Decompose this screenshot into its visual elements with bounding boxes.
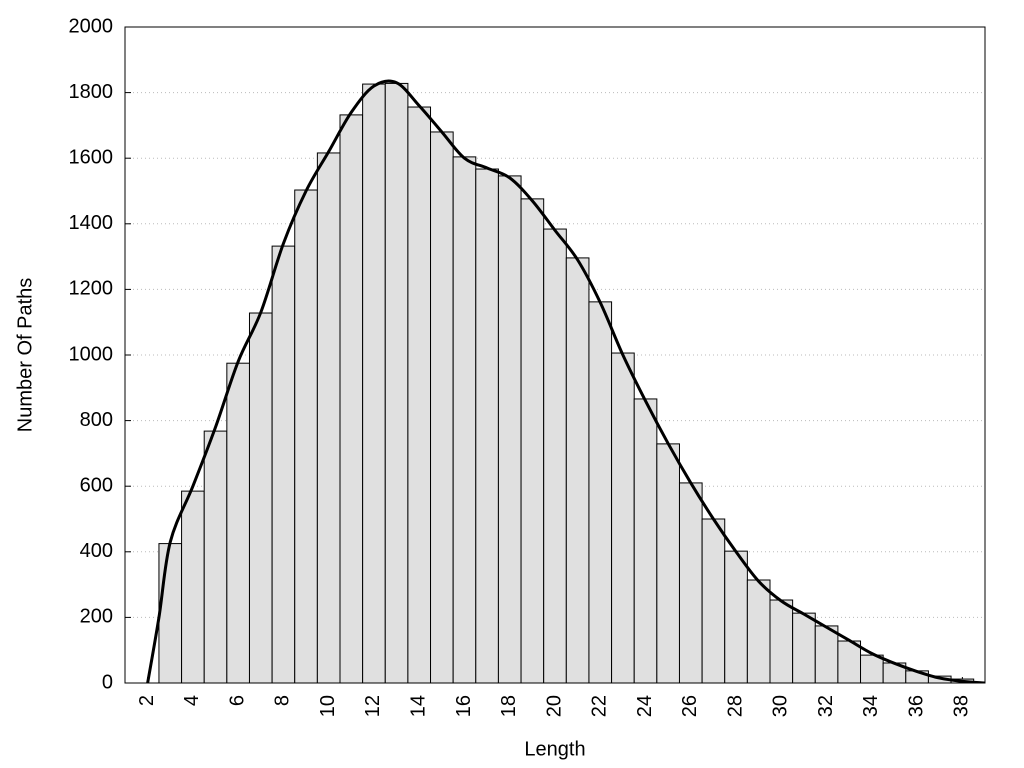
x-tick-label: 32 [815, 695, 837, 717]
bar [248, 312, 273, 684]
x-tick-label: 22 [589, 695, 611, 717]
bar [316, 152, 341, 684]
bar [384, 82, 409, 684]
bar [339, 114, 364, 684]
bar [475, 168, 499, 684]
x-tick-label: 20 [543, 695, 565, 717]
bar [792, 612, 816, 684]
x-tick-label: 36 [905, 695, 927, 717]
x-tick-label: 4 [181, 695, 203, 706]
y-tick-label: 1000 [69, 343, 114, 365]
y-axis-label: Number Of Paths [14, 278, 36, 433]
bar [565, 257, 590, 684]
bar [746, 579, 771, 684]
bar [226, 362, 250, 684]
x-tick-label: 8 [272, 695, 294, 706]
y-tick-label: 1400 [69, 212, 114, 234]
bar [837, 640, 862, 684]
x-tick-label: 30 [770, 695, 792, 717]
x-tick-label: 10 [317, 695, 339, 717]
y-tick-label: 1200 [69, 278, 114, 300]
bar [678, 482, 703, 684]
bar [520, 198, 545, 684]
bar [860, 654, 884, 684]
bar [656, 443, 680, 684]
bar [724, 550, 748, 684]
x-tick-label: 26 [679, 695, 701, 717]
x-tick-label: 18 [498, 695, 520, 717]
bar [203, 430, 228, 684]
y-tick-label: 200 [80, 606, 113, 628]
bar [430, 131, 454, 684]
x-tick-label: 14 [407, 695, 429, 717]
bar [588, 301, 613, 684]
y-tick-label: 2000 [69, 15, 114, 37]
plot-frame [124, 26, 986, 684]
x-axis-label: Length [524, 738, 585, 760]
bar [452, 156, 477, 684]
bar [497, 175, 522, 684]
bar [814, 625, 839, 684]
bar [294, 189, 318, 684]
bar [611, 352, 635, 684]
bar [769, 599, 794, 684]
y-tick-label: 800 [80, 409, 113, 431]
y-tick-label: 0 [102, 671, 113, 693]
bar [543, 228, 567, 684]
bar [633, 398, 658, 684]
x-tick-label: 34 [860, 695, 882, 717]
bar [701, 518, 726, 684]
bar [271, 245, 296, 684]
y-tick-label: 600 [80, 474, 113, 496]
density-line [146, 79, 985, 683]
bar [362, 83, 386, 684]
x-tick-label: 24 [634, 695, 656, 717]
y-tick-label: 1800 [69, 81, 114, 103]
bar [181, 490, 205, 684]
bar [158, 543, 183, 684]
y-tick-label: 400 [80, 540, 113, 562]
bar [407, 106, 432, 684]
y-tick-label: 1600 [69, 146, 114, 168]
x-tick-label: 28 [724, 695, 746, 717]
x-tick-label: 16 [453, 695, 475, 717]
x-tick-label: 38 [951, 695, 973, 717]
x-tick-label: 2 [136, 695, 158, 706]
x-tick-label: 6 [226, 695, 248, 706]
x-tick-label: 12 [362, 695, 384, 717]
